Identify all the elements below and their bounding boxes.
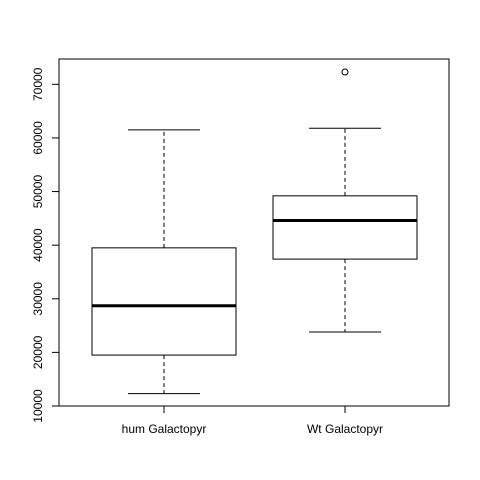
iqr-box: [92, 248, 236, 355]
y-tick-label: 30000: [31, 282, 45, 316]
y-tick-label: 10000: [31, 389, 45, 423]
iqr-box: [273, 196, 417, 259]
y-tick-label: 70000: [31, 67, 45, 101]
box-group: [273, 69, 417, 332]
y-axis: 10000 20000 30000 40000 50000 60000 70000: [31, 67, 59, 422]
boxes: [92, 69, 417, 394]
y-tick-label: 50000: [31, 175, 45, 209]
outlier-point: [342, 69, 348, 75]
x-axis: hum Galactopyr Wt Galactopyr: [122, 406, 383, 436]
x-tick-label: Wt Galactopyr: [307, 422, 383, 436]
y-tick-label: 40000: [31, 228, 45, 262]
box-group: [92, 130, 236, 394]
x-tick-label: hum Galactopyr: [122, 422, 207, 436]
y-tick-label: 60000: [31, 121, 45, 155]
y-tick-label: 20000: [31, 335, 45, 369]
